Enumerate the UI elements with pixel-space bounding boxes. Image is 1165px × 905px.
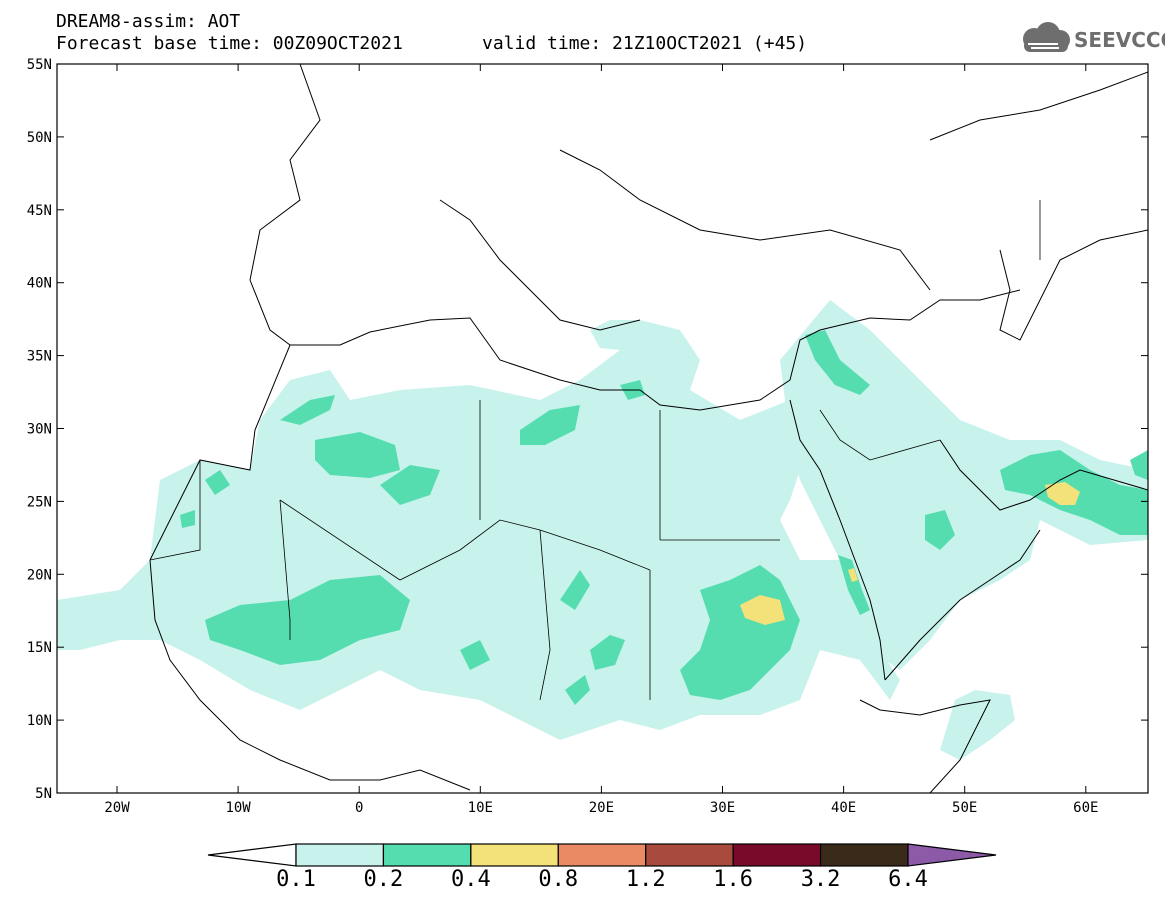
lon-label: 30E <box>710 800 735 816</box>
lon-label: 50E <box>952 800 977 816</box>
lat-label: 5N <box>35 786 52 802</box>
lon-label: 0 <box>355 800 363 816</box>
map-title: DREAM8-assim: AOT <box>56 11 241 32</box>
colorbar-label: 6.4 <box>888 867 928 892</box>
colorbar-box <box>819 843 909 867</box>
colorbar-max-arrow <box>907 843 997 867</box>
lat-label: 35N <box>27 349 52 365</box>
logo-text: SEEVCCC <box>1074 28 1165 52</box>
colorbar-label: 0.4 <box>450 867 491 892</box>
forecast-base-time: Forecast base time: 00Z09OCT2021 <box>56 33 403 54</box>
lon-label: 20W <box>104 800 130 816</box>
lat-label: 45N <box>27 203 52 219</box>
lat-label: 30N <box>27 422 52 438</box>
lat-label: 55N <box>27 57 52 73</box>
colorbar-label: 3.2 <box>800 867 841 892</box>
aot-shading <box>57 64 1148 793</box>
lon-label: 10E <box>468 800 493 816</box>
colorbar-box <box>557 843 647 867</box>
colorbar-label: 1.6 <box>713 867 754 892</box>
lon-label: 20E <box>589 800 614 816</box>
lat-label: 20N <box>27 567 52 583</box>
colorbar-box <box>645 843 734 867</box>
valid-time: valid time: 21Z10OCT2021 (+45) <box>482 33 808 54</box>
colorbar-label: 1.2 <box>625 867 666 892</box>
colorbar <box>207 843 997 867</box>
lon-label: 40E <box>831 800 856 816</box>
colorbar-label: 0.2 <box>363 867 404 892</box>
lat-label: 25N <box>27 494 52 510</box>
lon-label: 60E <box>1073 800 1098 816</box>
lon-label: 10W <box>225 800 251 816</box>
colorbar-box <box>295 843 385 867</box>
cloud-icon <box>1023 22 1070 52</box>
colorbar-min-arrow <box>207 843 297 867</box>
lat-label: 10N <box>27 713 52 729</box>
colorbar-box <box>732 843 822 867</box>
colorbar-box <box>382 843 472 867</box>
colorbar-label: 0.8 <box>538 867 579 892</box>
lat-label: 50N <box>27 130 52 146</box>
lat-label: 40N <box>27 276 52 292</box>
colorbar-box <box>470 843 559 867</box>
lat-label: 15N <box>27 640 52 656</box>
colorbar-label: 0.1 <box>276 867 316 892</box>
